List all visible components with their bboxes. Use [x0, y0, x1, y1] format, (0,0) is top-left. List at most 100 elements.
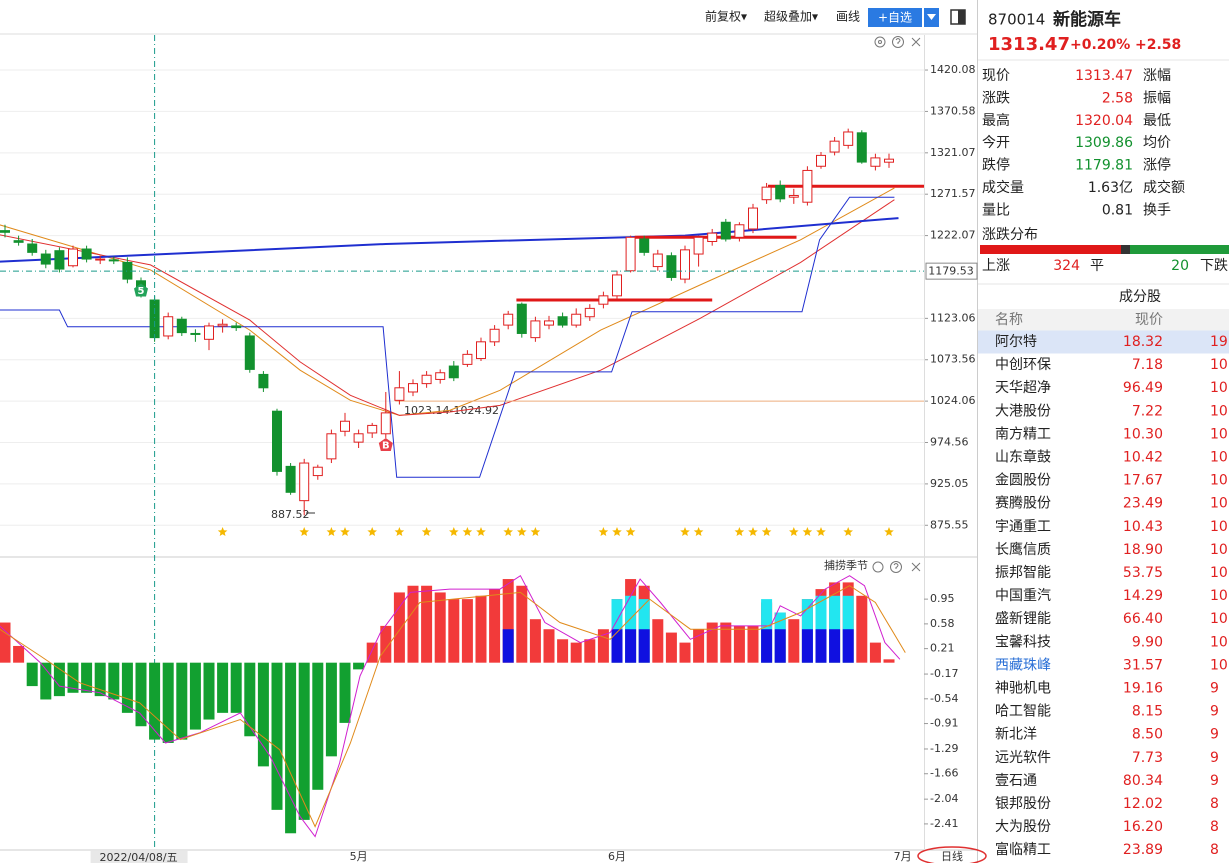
stat-label: 振幅	[1143, 90, 1171, 106]
period-label[interactable]: 日线	[941, 849, 963, 863]
signal-marker	[134, 283, 148, 297]
watch-button[interactable]	[868, 8, 922, 27]
histogram-bar	[720, 622, 732, 663]
help-icon[interactable]	[892, 36, 904, 48]
range-annotation: 1023.14-1024.92	[404, 404, 499, 417]
column-header[interactable]: 名称	[995, 312, 1023, 328]
settings-icon[interactable]	[872, 561, 884, 573]
index-change: +2.58	[1135, 37, 1181, 53]
stock-change: 10	[1210, 542, 1228, 558]
stock-name[interactable]: 银邦股份	[995, 796, 1051, 812]
stock-name[interactable]: 中创环保	[995, 357, 1051, 373]
histogram-bar	[380, 625, 392, 663]
stock-name[interactable]: 大为股份	[995, 819, 1051, 835]
stat-label: 换手	[1143, 201, 1171, 218]
stock-price: 8.15	[1132, 704, 1163, 720]
close-icon[interactable]	[911, 37, 921, 47]
histogram-bar	[543, 629, 555, 663]
stock-name[interactable]: 赛腾股份	[995, 495, 1051, 512]
y-tick-label: 1271.57	[930, 187, 976, 200]
column-header[interactable]: 现价	[1135, 312, 1163, 328]
stock-name[interactable]: 宝馨科技	[995, 634, 1051, 650]
histogram-bar	[475, 595, 487, 663]
flat-label: 平	[1090, 258, 1104, 274]
stock-name[interactable]: 大港股份	[995, 403, 1051, 419]
stock-name[interactable]: 哈工智能	[995, 704, 1051, 720]
stock-price: 53.75	[1123, 565, 1163, 581]
candle-body	[217, 323, 228, 327]
stock-change: 10	[1210, 450, 1228, 466]
stock-price: 7.18	[1132, 357, 1163, 373]
histogram-bar	[461, 599, 473, 663]
stock-change: 10	[1210, 565, 1228, 581]
y-tick-label: 875.55	[930, 518, 969, 531]
toolbar-item[interactable]: 前复权▾	[705, 9, 747, 24]
histogram-bar	[869, 642, 881, 663]
candle-body	[340, 420, 350, 432]
close-icon[interactable]	[911, 562, 921, 572]
stock-name[interactable]: 神驰机电	[995, 681, 1051, 697]
x-tick-label: 6月	[608, 850, 626, 863]
y-tick-label: 974.56	[930, 436, 969, 449]
signal-star	[761, 527, 772, 536]
indicator-line	[0, 196, 895, 478]
stock-change: 9	[1210, 681, 1219, 697]
stock-name[interactable]: 天华超净	[995, 380, 1051, 396]
histogram-bar	[217, 662, 229, 713]
y-tick-label: 1024.06	[930, 394, 976, 407]
candle-body	[40, 253, 51, 265]
candle-body	[761, 186, 772, 201]
help-icon[interactable]	[890, 561, 902, 573]
settings-icon[interactable]	[874, 36, 886, 48]
candle-body	[530, 320, 541, 339]
signal-marker	[378, 437, 393, 451]
histogram-bar	[312, 662, 324, 790]
candle-body	[884, 158, 894, 163]
signal-star	[449, 527, 459, 536]
stock-name[interactable]: 南方精工	[995, 426, 1051, 442]
y-tick-label: -1.29	[930, 742, 958, 755]
stock-name[interactable]: 宇通重工	[995, 519, 1051, 535]
stock-name[interactable]: 盛新锂能	[995, 611, 1051, 627]
stock-price: 14.29	[1123, 588, 1163, 604]
y-tick-label: -0.54	[930, 692, 958, 705]
indicator-line	[0, 574, 901, 838]
stock-change: 10	[1210, 496, 1228, 512]
distribution-up-bar	[980, 245, 1121, 254]
stock-name[interactable]: 西藏珠峰	[995, 657, 1051, 673]
stock-name[interactable]: 金圆股份	[995, 473, 1051, 489]
histogram-bar	[135, 662, 147, 727]
indicator-title: 捕捞季节	[824, 558, 868, 572]
toolbar-item[interactable]: 画线	[836, 10, 860, 24]
stock-name[interactable]: 振邦智能	[995, 565, 1051, 581]
stock-name[interactable]: 新北洋	[995, 727, 1037, 743]
watch-button-label[interactable]: +自选	[878, 11, 912, 25]
stock-price: 96.49	[1123, 380, 1163, 396]
index-price: 1313.47	[988, 34, 1070, 55]
candle-body	[285, 465, 296, 493]
histogram-bar	[665, 632, 677, 663]
stock-name[interactable]: 远光软件	[995, 750, 1051, 766]
stat-label: 最高	[982, 112, 1010, 129]
stock-name[interactable]: 阿尔特	[995, 334, 1037, 350]
stock-name[interactable]: 中国重汽	[995, 588, 1051, 604]
toolbar-item[interactable]: 超级叠加▾	[764, 9, 818, 24]
candle-body	[435, 372, 446, 380]
candle-body	[204, 325, 214, 340]
stock-name[interactable]: 富临精工	[995, 841, 1051, 858]
selected-row	[978, 330, 1229, 354]
stock-name[interactable]: 壹石通	[995, 773, 1037, 789]
candle-body	[421, 374, 432, 385]
stat-label: 成交量	[982, 179, 1024, 196]
stock-change: 8	[1210, 819, 1219, 835]
help-icon-glyph	[895, 38, 901, 44]
candle-body	[557, 316, 568, 326]
candle-body	[652, 253, 663, 268]
stock-name[interactable]: 长鹰信质	[995, 542, 1051, 558]
stock-name[interactable]: 山东章鼓	[995, 449, 1051, 466]
histogram-bar	[393, 592, 405, 663]
y-tick-label: 1321.07	[930, 146, 976, 159]
signal-marker-label: 5	[138, 286, 145, 297]
stat-label: 涨幅	[1143, 68, 1171, 84]
candle-body	[680, 249, 690, 280]
